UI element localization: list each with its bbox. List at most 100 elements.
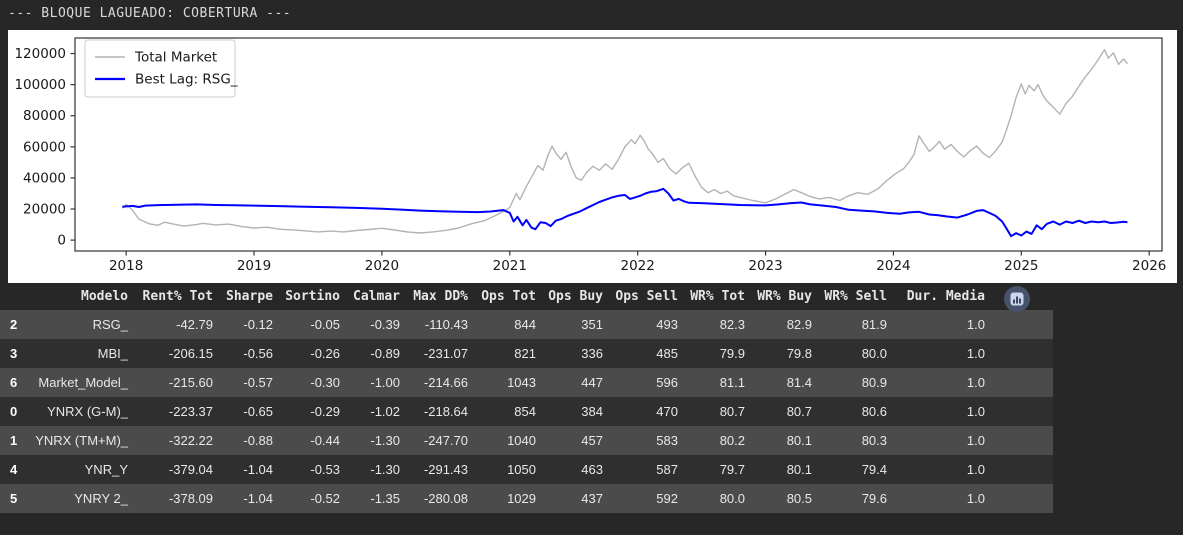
- row-spacer: [985, 484, 1053, 513]
- x-tick-label: 2020: [365, 258, 399, 274]
- series-total-market: [121, 49, 1129, 234]
- x-tick-label: 2026: [1132, 258, 1166, 274]
- row-spacer: [985, 455, 1053, 484]
- table-row: 2 RSG_ -42.79 -0.12 -0.05 -0.39 -110.43 844 351 4…: [0, 310, 1053, 339]
- table-cell: -0.29: [273, 397, 340, 426]
- table-cell: 1.0: [887, 368, 985, 397]
- header-cell-ops-sell[interactable]: Ops Sell: [615, 289, 678, 304]
- chart-suggestions-button[interactable]: [1004, 286, 1030, 312]
- table-cell: 82.3: [678, 310, 745, 339]
- table-cell: 80.7: [678, 397, 745, 426]
- legend-label: Best Lag: RSG_: [135, 72, 238, 88]
- table-cell: 587: [603, 455, 678, 484]
- header-cell-calmar[interactable]: Calmar: [353, 289, 400, 304]
- table-cell: 79.9: [678, 339, 745, 368]
- header-cell-wr-tot[interactable]: WR% Tot: [690, 289, 745, 304]
- bar-chart-icon: [1004, 286, 1030, 312]
- row-spacer: [985, 397, 1053, 426]
- table-cell: 79.6: [812, 484, 887, 513]
- table-cell: 470: [603, 397, 678, 426]
- x-tick-label: 2019: [237, 258, 271, 274]
- header-cell-dur-media[interactable]: Dur. Media: [906, 289, 985, 304]
- table-row: 0 YNRX (G-M)_ -223.37 -0.65 -0.29 -1.02 -218.6…: [0, 397, 1053, 426]
- table-cell: 1029: [468, 484, 536, 513]
- table-cell: 80.0: [678, 484, 745, 513]
- y-tick-label: 100000: [14, 77, 66, 93]
- table-cell: 384: [536, 397, 603, 426]
- table-cell: -1.35: [340, 484, 400, 513]
- row-spacer: [985, 426, 1053, 455]
- table-cell: -1.00: [340, 368, 400, 397]
- table-cell: 81.4: [745, 368, 812, 397]
- row-spacer: [985, 368, 1053, 397]
- table-cell: 1.0: [887, 455, 985, 484]
- table-cell: 1050: [468, 455, 536, 484]
- header-cell-ops-tot[interactable]: Ops Tot: [481, 289, 536, 304]
- table-cell: 1.0: [887, 310, 985, 339]
- table-cell: 447: [536, 368, 603, 397]
- table-cell: -0.05: [273, 310, 340, 339]
- table-row: 6 Market_Model_ -215.60 -0.57 -0.30 -1.00 -214…: [0, 368, 1053, 397]
- header-cell-max-dd-[interactable]: Max DD%: [413, 289, 468, 304]
- row-index: 6: [0, 368, 30, 397]
- table-cell: 80.5: [745, 484, 812, 513]
- table-cell: 1043: [468, 368, 536, 397]
- table-cell: -215.60: [128, 368, 213, 397]
- y-tick-label: 120000: [14, 46, 66, 62]
- x-tick-label: 2018: [109, 258, 143, 274]
- x-tick-label: 2023: [748, 258, 782, 274]
- table-cell: 79.7: [678, 455, 745, 484]
- table-cell: -1.04: [213, 484, 273, 513]
- table-cell: -0.53: [273, 455, 340, 484]
- table-cell: -214.66: [400, 368, 468, 397]
- table-cell: 81.9: [812, 310, 887, 339]
- legend-box: [84, 39, 236, 98]
- header-cell-rent-tot[interactable]: Rent% Tot: [142, 289, 213, 304]
- row-spacer: [985, 339, 1053, 368]
- header-cell-ops-buy[interactable]: Ops Buy: [548, 289, 603, 304]
- table-cell: 80.1: [745, 455, 812, 484]
- table-cell: -1.30: [340, 426, 400, 455]
- series-best-lag-rsg-: [122, 187, 1128, 238]
- table-cell: -110.43: [400, 310, 468, 339]
- table-header-row: Modelo Rent% Tot Sharpe Sortino Calmar Max DD…: [0, 285, 1053, 310]
- y-tick-label: 80000: [23, 108, 66, 124]
- table-cell: YNR_Y: [30, 455, 128, 484]
- header-cell-sharpe[interactable]: Sharpe: [226, 289, 273, 304]
- table-cell: -206.15: [128, 339, 213, 368]
- table-cell: 854: [468, 397, 536, 426]
- table-cell: 493: [603, 310, 678, 339]
- plot-border: [74, 37, 1163, 252]
- table-cell: -0.30: [273, 368, 340, 397]
- table-cell: 79.8: [745, 339, 812, 368]
- table-cell: 463: [536, 455, 603, 484]
- table-cell: 592: [603, 484, 678, 513]
- y-tick-label: 40000: [23, 170, 66, 186]
- table-cell: 80.1: [745, 426, 812, 455]
- table-cell: 80.6: [812, 397, 887, 426]
- table-cell: -322.22: [128, 426, 213, 455]
- header-cell-wr-sell[interactable]: WR% Sell: [824, 289, 887, 304]
- header-cell-index[interactable]: [0, 285, 30, 310]
- table-cell: 457: [536, 426, 603, 455]
- table-cell: 80.7: [745, 397, 812, 426]
- x-tick-label: 2024: [876, 258, 910, 274]
- table-cell: 80.3: [812, 426, 887, 455]
- table-cell: 82.9: [745, 310, 812, 339]
- table-cell: -0.56: [213, 339, 273, 368]
- table-cell: 437: [536, 484, 603, 513]
- row-index: 1: [0, 426, 30, 455]
- table-cell: 844: [468, 310, 536, 339]
- table-cell: 351: [536, 310, 603, 339]
- table-cell: -0.65: [213, 397, 273, 426]
- table-cell: 1.0: [887, 484, 985, 513]
- row-index: 5: [0, 484, 30, 513]
- header-cell-sortino[interactable]: Sortino: [285, 289, 340, 304]
- table-cell: Market_Model_: [30, 368, 128, 397]
- table-cell: -0.44: [273, 426, 340, 455]
- legend-label: Total Market: [134, 50, 217, 66]
- row-index: 0: [0, 397, 30, 426]
- header-cell-wr-buy[interactable]: WR% Buy: [757, 289, 812, 304]
- header-cell-modelo[interactable]: Modelo: [81, 289, 128, 304]
- equity-curve-chart: 0 20000 40000 60000 80000 100000 120000 2018 201…: [14, 37, 1166, 274]
